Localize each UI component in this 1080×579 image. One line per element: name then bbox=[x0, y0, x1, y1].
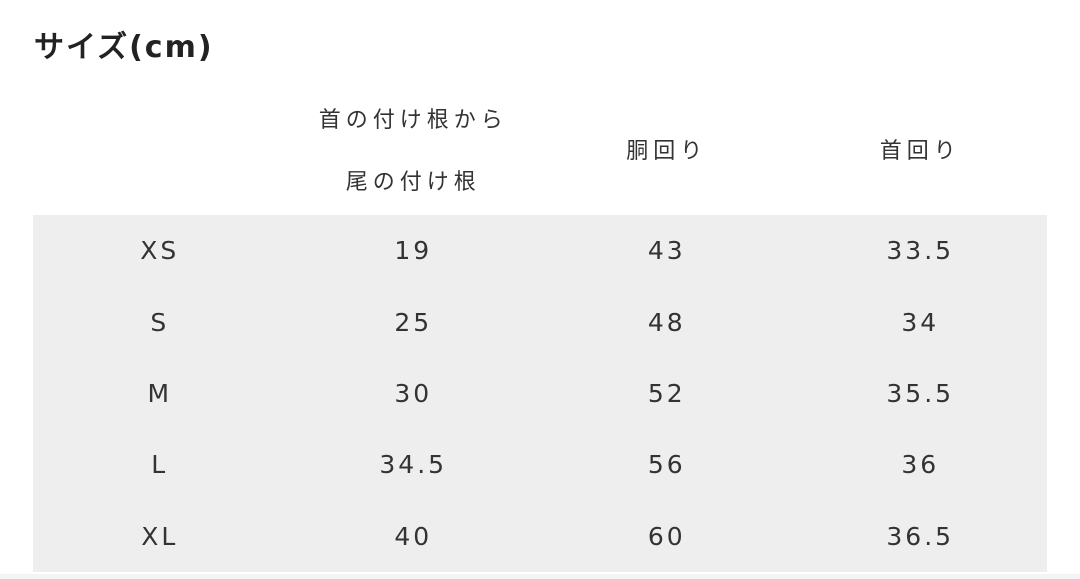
cell-size: L bbox=[151, 450, 169, 480]
page-title: サイズ(cm) bbox=[34, 30, 214, 65]
cell-chest: 60 bbox=[647, 521, 686, 551]
table-row: XS 19 43 33.5 bbox=[33, 215, 1047, 286]
cell-size: XL bbox=[141, 521, 179, 551]
divider bbox=[0, 574, 1080, 579]
cell-chest: 56 bbox=[647, 450, 686, 480]
cell-length: 30 bbox=[394, 378, 433, 408]
table-row: XL 40 60 36.5 bbox=[33, 501, 1047, 572]
cell-length: 25 bbox=[394, 307, 433, 337]
cell-neck: 36 bbox=[901, 450, 940, 480]
cell-size: XS bbox=[140, 236, 180, 266]
cell-neck: 33.5 bbox=[886, 236, 955, 266]
cell-size: S bbox=[150, 307, 170, 337]
size-table-body: XS 19 43 33.5 S 25 48 34 M 30 52 35.5 L 34.5 56 36 XL 40 6… bbox=[33, 215, 1047, 572]
size-table-header: 首の付け根から尾の付け根 胴回り 首回り bbox=[33, 88, 1047, 215]
cell-length: 34.5 bbox=[379, 450, 448, 480]
table-row: S 25 48 34 bbox=[33, 286, 1047, 357]
cell-length: 40 bbox=[394, 521, 433, 551]
cell-neck: 34 bbox=[901, 307, 940, 337]
header-size bbox=[33, 88, 287, 215]
cell-neck: 36.5 bbox=[886, 521, 955, 551]
cell-size: M bbox=[147, 378, 173, 408]
cell-neck: 35.5 bbox=[886, 378, 955, 408]
cell-length: 19 bbox=[394, 236, 433, 266]
cell-chest: 43 bbox=[647, 236, 686, 266]
cell-chest: 52 bbox=[647, 378, 686, 408]
table-row: M 30 52 35.5 bbox=[33, 358, 1047, 429]
cell-chest: 48 bbox=[647, 307, 686, 337]
header-neck: 首回り bbox=[879, 138, 961, 164]
header-length: 首の付け根から尾の付け根 bbox=[287, 88, 541, 215]
header-length-label: 首の付け根から尾の付け根 bbox=[318, 107, 508, 195]
table-row: L 34.5 56 36 bbox=[33, 429, 1047, 500]
header-chest: 胴回り bbox=[626, 138, 708, 164]
